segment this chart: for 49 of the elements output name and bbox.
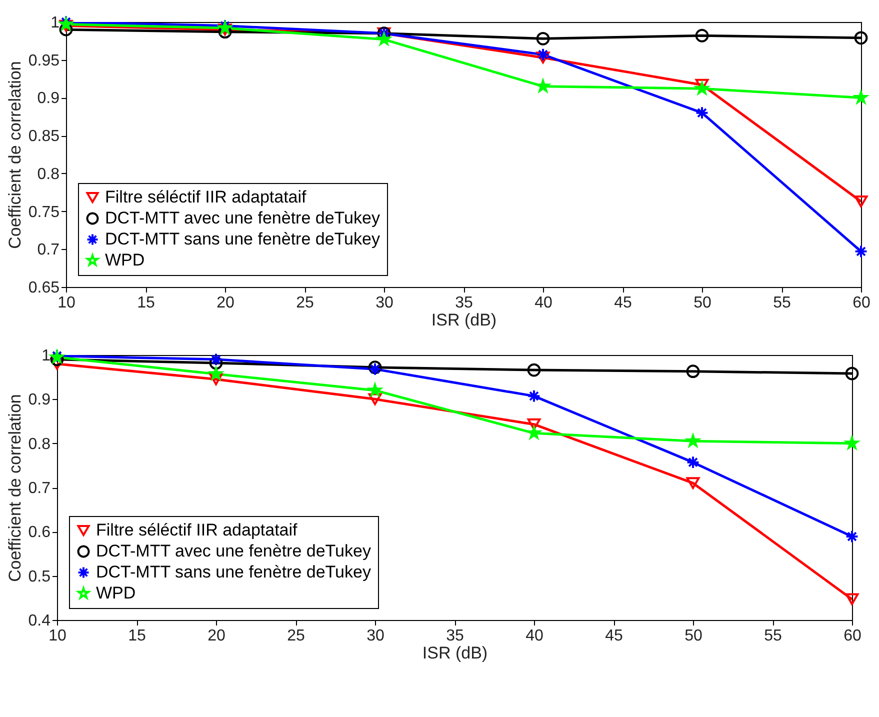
y-tick-label: 0.95 <box>28 52 60 70</box>
y-tick-label: 0.85 <box>28 128 60 146</box>
x-tick-label: 30 <box>366 628 384 644</box>
x-axis-title: ISR (dB) <box>422 644 488 662</box>
legend-label: WPD <box>96 584 136 602</box>
legend-label: WPD <box>105 250 145 270</box>
legend-label: DCT-MTT sans une fenètre deTukey <box>96 562 372 582</box>
x-tick-label: 35 <box>455 294 473 312</box>
x-tick-label: 30 <box>376 294 394 312</box>
x-tick-label: 10 <box>58 294 76 312</box>
x-tick-label: 40 <box>526 628 544 644</box>
x-tick-label: 35 <box>446 628 464 644</box>
x-tick-label: 60 <box>852 294 870 312</box>
legend-label: DCT-MTT avec une fenètre deTukey <box>105 208 380 228</box>
x-tick-label: 50 <box>694 294 712 312</box>
y-tick-label: 0.8 <box>37 166 60 183</box>
y-tick-label: 1 <box>42 348 51 364</box>
y-tick-label: 0.7 <box>37 242 60 259</box>
legend-label: Filtre séléctif IIR adaptataif <box>105 188 307 206</box>
x-tick-label: 25 <box>287 628 305 644</box>
y-tick-label: 0.8 <box>28 436 51 453</box>
legend-label: Filtre séléctif IIR adaptataif <box>96 520 298 540</box>
x-tick-label: 50 <box>684 628 702 644</box>
y-axis-title: Coefficient de correlation <box>5 394 24 582</box>
x-tick-label: 25 <box>296 294 314 312</box>
x-tick-label: 15 <box>128 628 146 644</box>
y-tick-label: 0.6 <box>28 524 51 542</box>
x-tick-label: 60 <box>844 628 862 644</box>
y-tick-label: 0.7 <box>28 480 51 497</box>
x-tick-label: 45 <box>614 294 632 312</box>
x-tick-label: 45 <box>605 628 623 644</box>
y-tick-label: 0.9 <box>37 90 60 108</box>
y-tick-label: 0.65 <box>28 280 60 296</box>
x-tick-label: 55 <box>764 628 782 644</box>
x-axis-title: ISR (dB) <box>431 310 497 330</box>
y-tick-label: 1 <box>50 14 60 32</box>
x-tick-label: 20 <box>216 294 234 312</box>
legend-label: DCT-MTT sans une fenètre deTukey <box>105 230 380 248</box>
y-tick-label: 0.5 <box>28 568 51 586</box>
x-tick-label: 10 <box>48 628 66 644</box>
x-tick-label: 20 <box>208 628 226 644</box>
y-tick-label: 0.9 <box>28 392 51 409</box>
y-axis-title: Coefficient de correlation <box>5 61 24 249</box>
x-tick-label: 40 <box>534 294 552 312</box>
x-tick-label: 55 <box>773 294 791 312</box>
y-tick-label: 0.75 <box>28 204 60 221</box>
legend-label: DCT-MTT avec une fenètre deTukey <box>96 542 372 560</box>
y-tick-label: 0.4 <box>28 612 51 630</box>
x-tick-label: 15 <box>137 294 155 312</box>
